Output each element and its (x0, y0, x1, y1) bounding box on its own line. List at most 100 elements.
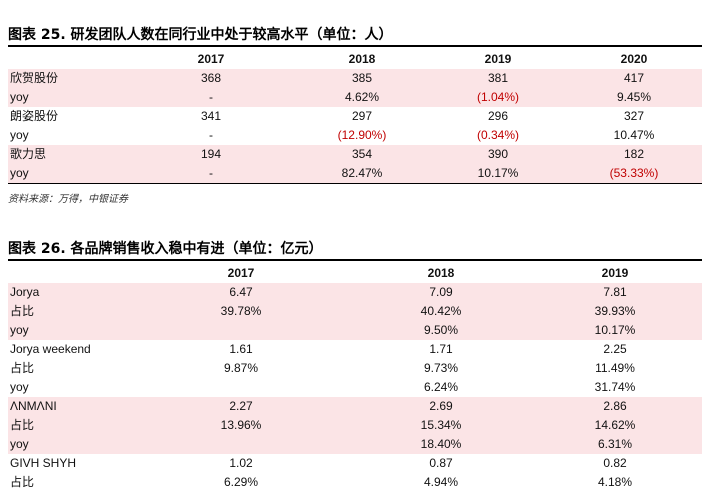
table-cell: 9.50% (354, 321, 528, 340)
row-label: 欣贺股份 (8, 69, 128, 88)
table-row: 占比 39.78% 40.42% 39.93% (8, 302, 702, 321)
table-cell: 354 (294, 145, 430, 164)
header-blank-cell (8, 50, 128, 69)
table-cell: 39.93% (528, 302, 702, 321)
table-cell: 327 (623, 109, 645, 123)
row-label: 占比 (10, 361, 35, 375)
table25-title: 图表 25. 研发团队人数在同行业中处于较高水平（单位：人） (8, 27, 393, 43)
table-row: Jorya weekend 1.61 1.71 2.25 (8, 340, 702, 359)
table-cell: 381 (430, 69, 566, 88)
table-cell: 4.94% (423, 475, 459, 489)
table-cell: (0.34%) (476, 128, 520, 142)
table-cell: 417 (566, 69, 702, 88)
table-cell: 182 (566, 145, 702, 164)
header-year-2019: 2019 (601, 266, 629, 280)
table-row: 占比 9.87% 9.73% 11.49% (8, 359, 702, 378)
table-cell: 6.47 (128, 283, 354, 302)
table-cell: 194 (128, 145, 294, 164)
row-label: 占比 (8, 302, 128, 321)
table-cell: 385 (294, 69, 430, 88)
header-year-2017: 2017 (227, 266, 255, 280)
table-row: 占比 6.29% 4.94% 4.18% (8, 473, 702, 492)
table26: 2017 2018 2019 Jorya 6.47 7.09 7.81 占比 39.78% 40… (8, 264, 702, 492)
table-cell: 10.47% (613, 128, 655, 142)
row-label: yoy (10, 380, 29, 394)
table-cell: 368 (128, 69, 294, 88)
table-cell: (12.90%) (337, 128, 387, 142)
table25: 2017 2018 2019 2020 欣贺股份 368 385 381 417 yoy -4.6… (8, 50, 702, 183)
table-row: yoy 6.24% 31.74% (8, 378, 702, 397)
table-row: 欣贺股份 368 385 381 417 (8, 69, 702, 88)
table-row: yoy -4.62% (1.04%) 9.45% (8, 88, 702, 107)
table-cell: 4.18% (597, 475, 633, 489)
row-label: yoy (8, 435, 128, 454)
table-cell: 2.25 (603, 342, 627, 356)
table-cell: 6.24% (423, 380, 459, 394)
table-row: 歌力思 194 354 390 182 (8, 145, 702, 164)
table-cell: 341 (200, 109, 222, 123)
row-label: 占比 (10, 475, 35, 489)
table-cell: 7.09 (354, 283, 528, 302)
table-cell: 10.17% (430, 164, 566, 183)
table-cell: 4.62% (294, 88, 430, 107)
table-cell: 6.31% (528, 435, 702, 454)
table-cell: - (128, 164, 294, 183)
header-year-2018: 2018 (348, 52, 376, 66)
table-row: ΛNMΛNI 2.27 2.69 2.86 (8, 397, 702, 416)
table-cell: 15.34% (354, 416, 528, 435)
table-cell: 40.42% (354, 302, 528, 321)
table-cell: 296 (487, 109, 509, 123)
table-row: 朗姿股份 341 297 296 327 (8, 107, 702, 126)
row-label: 歌力思 (8, 145, 128, 164)
table-cell: 0.82 (603, 456, 627, 470)
table-cell: (1.04%) (430, 88, 566, 107)
table-row: yoy 18.40% 6.31% (8, 435, 702, 454)
table-cell: 9.73% (423, 361, 459, 375)
header-year-2019: 2019 (484, 52, 512, 66)
table-cell: 13.96% (128, 416, 354, 435)
table25-top-rule (8, 45, 702, 47)
row-label: 朗姿股份 (10, 109, 59, 123)
source-note: 资料来源：万得，中银证券 (8, 194, 128, 205)
table-cell: 10.17% (528, 321, 702, 340)
row-label: Jorya (8, 283, 128, 302)
table-cell: 6.29% (223, 475, 259, 489)
table26-title: 图表 26. 各品牌销售收入稳中有进（单位：亿元） (8, 241, 323, 257)
table-row: yoy -82.47% 10.17% (53.33%) (8, 164, 702, 183)
table-cell: 7.81 (528, 283, 702, 302)
header-year-2018: 2018 (427, 266, 455, 280)
table-cell: 2.86 (528, 397, 702, 416)
table-cell: 9.87% (223, 361, 259, 375)
table-cell: 9.45% (566, 88, 702, 107)
table-cell: 31.74% (594, 380, 636, 394)
table25-header-row: 2017 2018 2019 2020 (8, 50, 702, 69)
table-cell (128, 378, 354, 397)
table-row: yoy - (12.90%) (0.34%) 10.47% (8, 126, 702, 145)
table-cell: 1.71 (429, 342, 453, 356)
table-row: yoy 9.50% 10.17% (8, 321, 702, 340)
row-label: yoy (8, 88, 128, 107)
table-cell: 11.49% (595, 361, 635, 375)
table-cell: 297 (351, 109, 373, 123)
table-cell: 1.61 (229, 342, 253, 356)
row-label: yoy (10, 128, 29, 142)
row-label: Jorya weekend (10, 342, 91, 356)
table26-header-row: 2017 2018 2019 (8, 264, 702, 283)
header-year-2020: 2020 (620, 52, 648, 66)
table26-top-rule (8, 259, 702, 261)
table-cell: 18.40% (354, 435, 528, 454)
row-label: 占比 (8, 416, 128, 435)
table-cell: 82.47% (294, 164, 430, 183)
table-cell (128, 321, 354, 340)
row-label: ΛNMΛNI (8, 397, 128, 416)
table-cell: 390 (430, 145, 566, 164)
table-cell (128, 435, 354, 454)
table-cell: 39.78% (128, 302, 354, 321)
table-row: 占比 13.96% 15.34% 14.62% (8, 416, 702, 435)
table-cell: 2.69 (354, 397, 528, 416)
table-row: Jorya 6.47 7.09 7.81 (8, 283, 702, 302)
table-cell: 14.62% (528, 416, 702, 435)
table-cell: (53.33%) (566, 164, 702, 183)
table-cell: - (128, 88, 294, 107)
table-cell: 2.27 (128, 397, 354, 416)
